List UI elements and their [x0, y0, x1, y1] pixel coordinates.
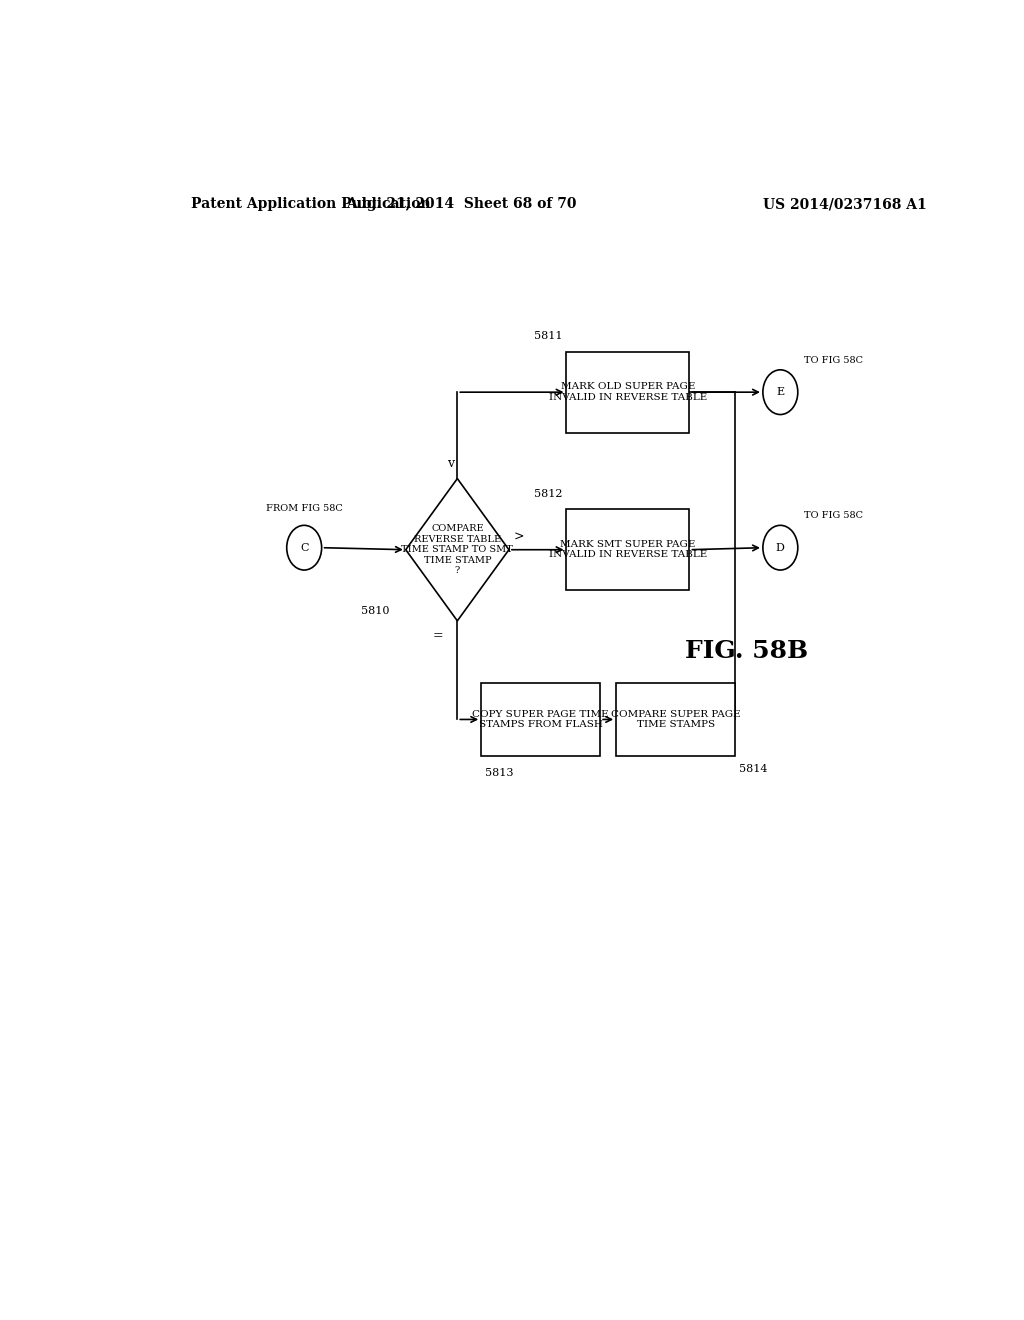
Circle shape — [763, 370, 798, 414]
Text: E: E — [776, 387, 784, 397]
Text: TO FIG 58C: TO FIG 58C — [804, 355, 863, 364]
Text: TO FIG 58C: TO FIG 58C — [804, 511, 863, 520]
Text: FIG. 58B: FIG. 58B — [685, 639, 809, 664]
Text: 5811: 5811 — [534, 331, 562, 342]
Text: v: v — [447, 458, 455, 470]
Text: 5814: 5814 — [739, 764, 768, 774]
Text: COMPARE
REVERSE TABLE
TIME STAMP TO SMT
TIME STAMP
?: COMPARE REVERSE TABLE TIME STAMP TO SMT … — [401, 524, 513, 576]
Text: 5813: 5813 — [485, 768, 514, 779]
Polygon shape — [406, 479, 509, 620]
Bar — [481, 682, 600, 756]
Text: 5810: 5810 — [361, 606, 390, 615]
Text: C: C — [300, 543, 308, 553]
Text: COMPARE SUPER PAGE
TIME STAMPS: COMPARE SUPER PAGE TIME STAMPS — [610, 710, 740, 729]
Text: Patent Application Publication: Patent Application Publication — [191, 197, 431, 211]
Bar — [566, 510, 689, 590]
Text: COPY SUPER PAGE TIME
STAMPS FROM FLASH: COPY SUPER PAGE TIME STAMPS FROM FLASH — [472, 710, 609, 729]
Circle shape — [287, 525, 322, 570]
Text: =: = — [432, 630, 442, 642]
Bar — [616, 682, 735, 756]
Circle shape — [763, 525, 798, 570]
Text: >: > — [513, 531, 523, 544]
Text: D: D — [776, 543, 784, 553]
Text: Aug. 21, 2014  Sheet 68 of 70: Aug. 21, 2014 Sheet 68 of 70 — [346, 197, 577, 211]
Text: MARK SMT SUPER PAGE
INVALID IN REVERSE TABLE: MARK SMT SUPER PAGE INVALID IN REVERSE T… — [549, 540, 708, 560]
Text: 5812: 5812 — [534, 488, 562, 499]
Bar — [566, 351, 689, 433]
Text: US 2014/0237168 A1: US 2014/0237168 A1 — [763, 197, 927, 211]
Text: FROM FIG 58C: FROM FIG 58C — [266, 504, 343, 513]
Text: MARK OLD SUPER PAGE
INVALID IN REVERSE TABLE: MARK OLD SUPER PAGE INVALID IN REVERSE T… — [549, 383, 708, 401]
